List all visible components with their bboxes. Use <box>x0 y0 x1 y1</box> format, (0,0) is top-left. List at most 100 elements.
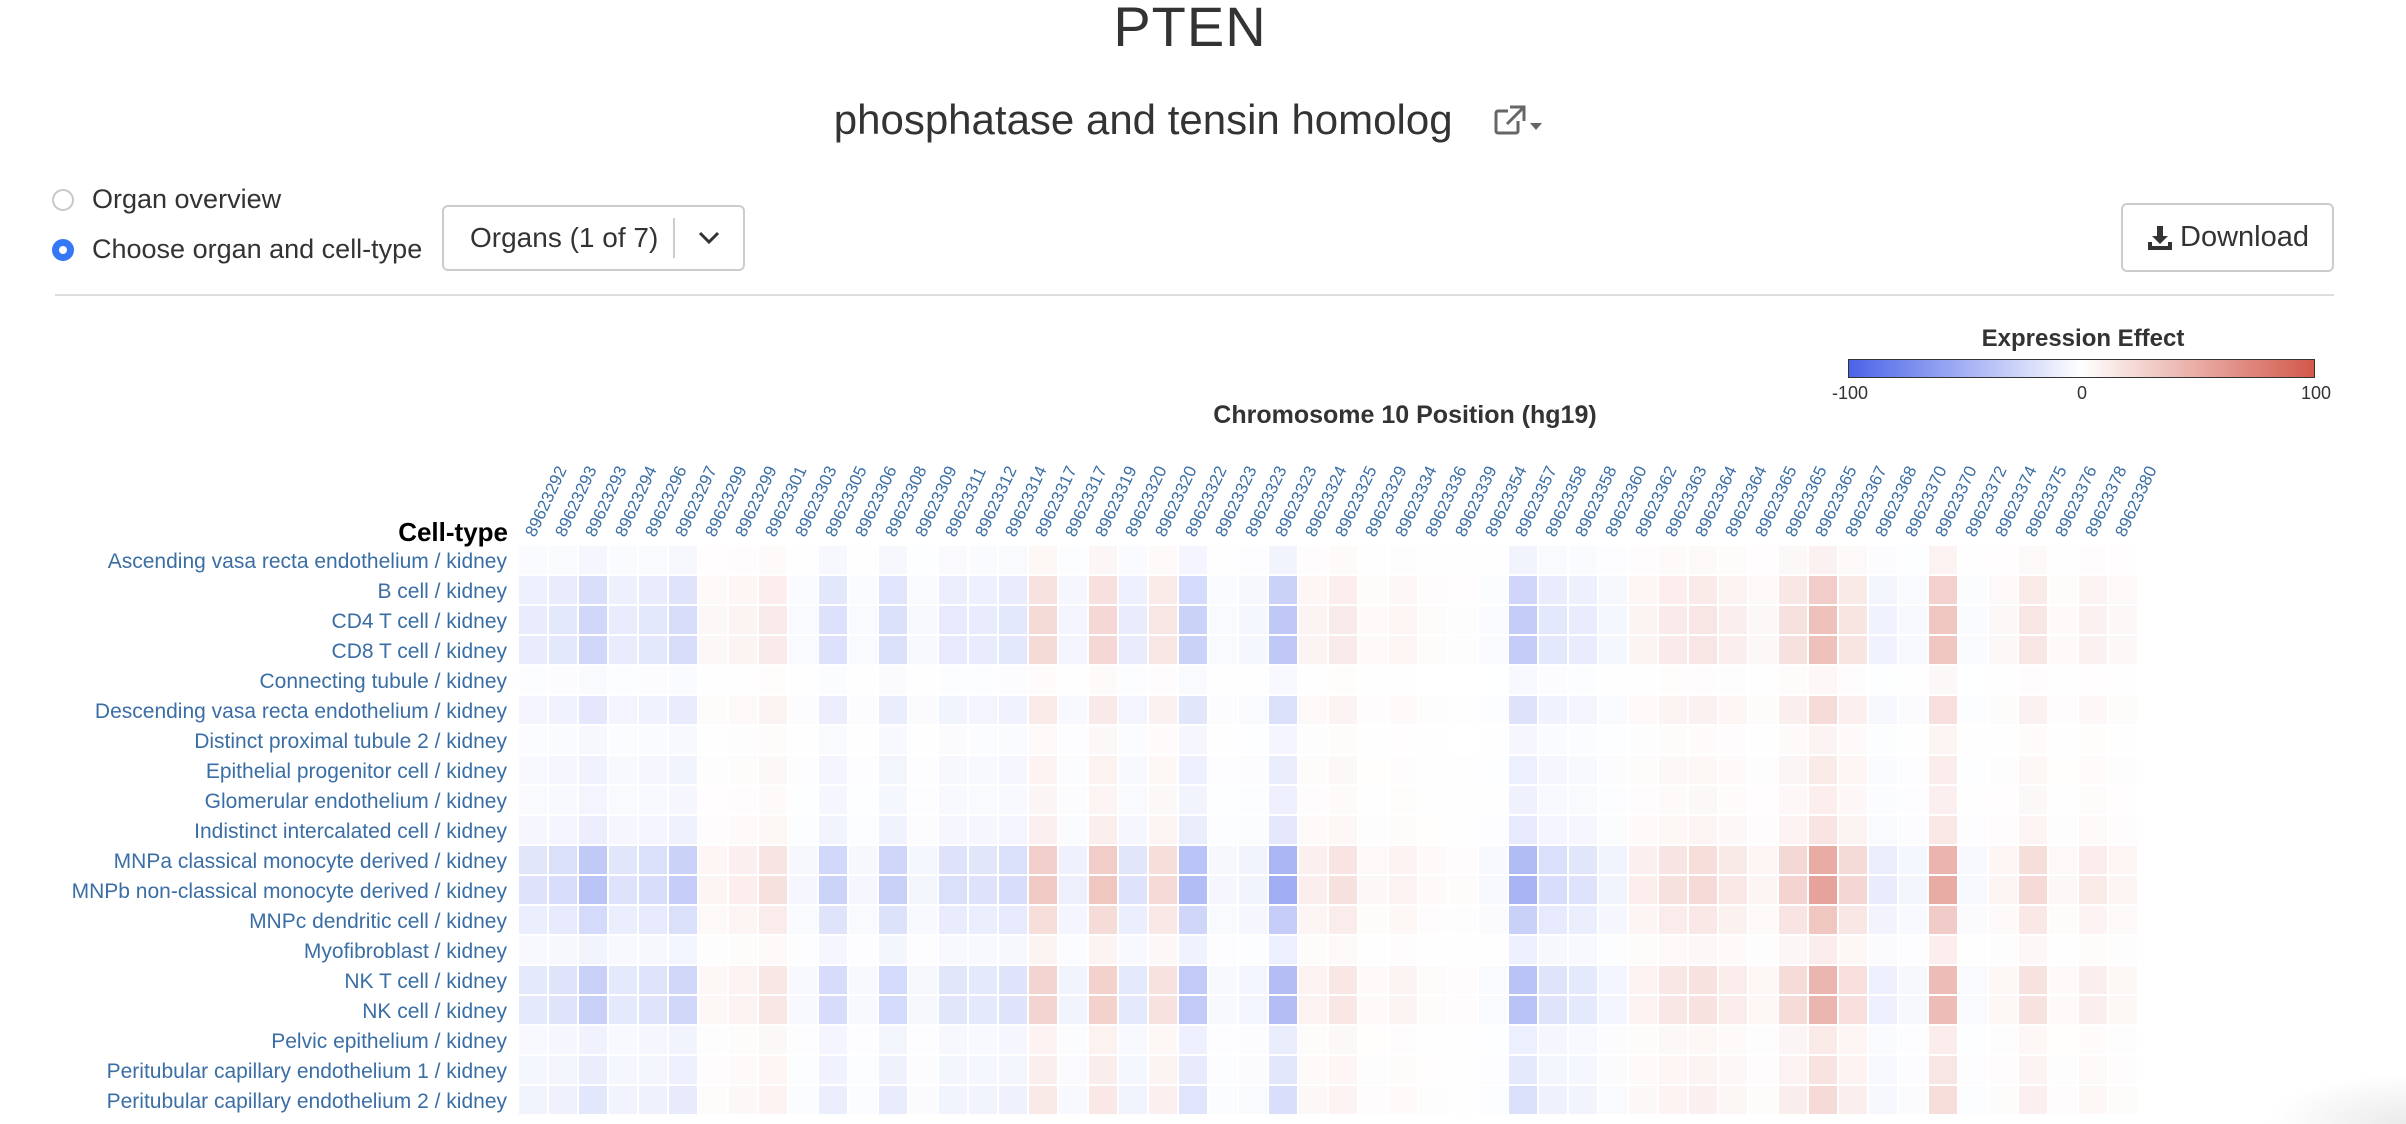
heatmap-cell[interactable] <box>519 876 547 904</box>
heatmap-cell[interactable] <box>519 1056 547 1084</box>
heatmap-cell[interactable] <box>2109 696 2137 724</box>
heatmap-cell[interactable] <box>1119 606 1147 634</box>
heatmap-cell[interactable] <box>1209 756 1237 784</box>
heatmap-cell[interactable] <box>1839 666 1867 694</box>
heatmap-cell[interactable] <box>1149 666 1177 694</box>
heatmap-cell[interactable] <box>519 786 547 814</box>
heatmap-cell[interactable] <box>1599 606 1627 634</box>
heatmap-cell[interactable] <box>849 786 877 814</box>
heatmap-cell[interactable] <box>1659 636 1687 664</box>
row-label[interactable]: Indistinct intercalated cell / kidney <box>194 820 507 843</box>
heatmap-cell[interactable] <box>1629 1026 1657 1054</box>
heatmap-cell[interactable] <box>1479 756 1507 784</box>
heatmap-cell[interactable] <box>1929 996 1957 1024</box>
heatmap-cell[interactable] <box>1089 726 1117 754</box>
heatmap-cell[interactable] <box>1419 816 1447 844</box>
heatmap-cell[interactable] <box>819 576 847 604</box>
heatmap-cell[interactable] <box>1449 906 1477 934</box>
heatmap-cell[interactable] <box>1569 966 1597 994</box>
heatmap-cell[interactable] <box>1539 666 1567 694</box>
heatmap-cell[interactable] <box>729 876 757 904</box>
heatmap-cell[interactable] <box>1989 876 2017 904</box>
heatmap-cell[interactable] <box>549 846 577 874</box>
heatmap-cell[interactable] <box>1959 696 1987 724</box>
heatmap-cell[interactable] <box>1539 1086 1567 1114</box>
heatmap-cell[interactable] <box>1689 606 1717 634</box>
heatmap-cell[interactable] <box>1569 726 1597 754</box>
heatmap-cell[interactable] <box>729 576 757 604</box>
heatmap-cell[interactable] <box>1809 756 1837 784</box>
heatmap-cell[interactable] <box>1269 636 1297 664</box>
heatmap-cell[interactable] <box>2079 726 2107 754</box>
heatmap-cell[interactable] <box>699 756 727 784</box>
heatmap-cell[interactable] <box>789 816 817 844</box>
heatmap-cell[interactable] <box>909 936 937 964</box>
heatmap-cell[interactable] <box>699 1086 727 1114</box>
heatmap-cell[interactable] <box>849 966 877 994</box>
heatmap-cell[interactable] <box>819 666 847 694</box>
heatmap-cell[interactable] <box>1719 666 1747 694</box>
heatmap-cell[interactable] <box>1359 1086 1387 1114</box>
heatmap-cell[interactable] <box>1479 546 1507 574</box>
heatmap-cell[interactable] <box>939 756 967 784</box>
heatmap-cell[interactable] <box>789 666 817 694</box>
heatmap-cell[interactable] <box>1179 816 1207 844</box>
heatmap-cell[interactable] <box>1629 576 1657 604</box>
heatmap-cell[interactable] <box>1929 876 1957 904</box>
heatmap-cell[interactable] <box>789 906 817 934</box>
heatmap-cell[interactable] <box>819 606 847 634</box>
heatmap-cell[interactable] <box>1809 936 1837 964</box>
heatmap-cell[interactable] <box>579 726 607 754</box>
heatmap-cell[interactable] <box>699 786 727 814</box>
heatmap-cell[interactable] <box>1059 576 1087 604</box>
heatmap-cell[interactable] <box>1029 936 1057 964</box>
heatmap-cell[interactable] <box>1659 1026 1687 1054</box>
heatmap-cell[interactable] <box>1179 696 1207 724</box>
heatmap-cell[interactable] <box>2049 966 2077 994</box>
heatmap-cell[interactable] <box>1299 816 1327 844</box>
heatmap-cell[interactable] <box>1839 876 1867 904</box>
heatmap-cell[interactable] <box>1059 606 1087 634</box>
heatmap-cell[interactable] <box>849 666 877 694</box>
heatmap-cell[interactable] <box>1629 996 1657 1024</box>
heatmap-cell[interactable] <box>1659 1086 1687 1114</box>
heatmap-cell[interactable] <box>1119 1086 1147 1114</box>
heatmap-cell[interactable] <box>999 816 1027 844</box>
heatmap-cell[interactable] <box>1059 1086 1087 1114</box>
heatmap-cell[interactable] <box>1149 756 1177 784</box>
heatmap-cell[interactable] <box>729 666 757 694</box>
heatmap-cell[interactable] <box>1059 1026 1087 1054</box>
heatmap-cell[interactable] <box>1629 546 1657 574</box>
radio-button[interactable] <box>52 188 74 211</box>
heatmap-cell[interactable] <box>669 906 697 934</box>
heatmap-cell[interactable] <box>1809 996 1837 1024</box>
heatmap-cell[interactable] <box>939 606 967 634</box>
heatmap-cell[interactable] <box>1839 966 1867 994</box>
heatmap-cell[interactable] <box>1479 816 1507 844</box>
heatmap-cell[interactable] <box>1659 1056 1687 1084</box>
heatmap-cell[interactable] <box>2079 1086 2107 1114</box>
heatmap-cell[interactable] <box>1299 636 1327 664</box>
heatmap-cell[interactable] <box>879 666 907 694</box>
heatmap-cell[interactable] <box>1629 786 1657 814</box>
heatmap-cell[interactable] <box>1809 1086 1837 1114</box>
heatmap-cell[interactable] <box>1599 846 1627 874</box>
heatmap-cell[interactable] <box>1059 906 1087 934</box>
heatmap-cell[interactable] <box>1149 576 1177 604</box>
heatmap-cell[interactable] <box>1659 906 1687 934</box>
heatmap-cell[interactable] <box>639 996 667 1024</box>
heatmap-cell[interactable] <box>1149 546 1177 574</box>
heatmap-cell[interactable] <box>1959 606 1987 634</box>
heatmap-cell[interactable] <box>1539 816 1567 844</box>
heatmap-cell[interactable] <box>1959 816 1987 844</box>
heatmap-cell[interactable] <box>2019 696 2047 724</box>
heatmap-cell[interactable] <box>1659 696 1687 724</box>
heatmap-cell[interactable] <box>549 786 577 814</box>
heatmap-cell[interactable] <box>939 876 967 904</box>
heatmap-cell[interactable] <box>909 876 937 904</box>
heatmap-cell[interactable] <box>1119 846 1147 874</box>
heatmap-cell[interactable] <box>1809 636 1837 664</box>
heatmap-cell[interactable] <box>1299 1056 1327 1084</box>
heatmap-cell[interactable] <box>1749 876 1777 904</box>
heatmap-cell[interactable] <box>789 786 817 814</box>
